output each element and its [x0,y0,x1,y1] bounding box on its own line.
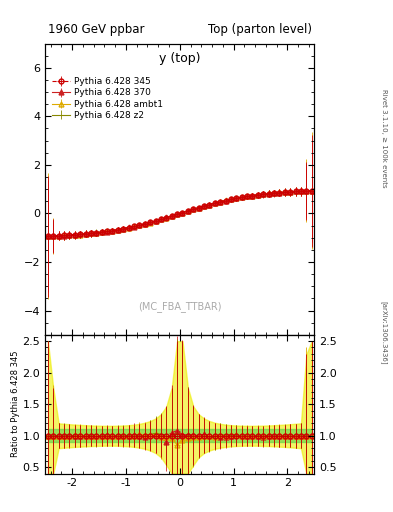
Text: y (top): y (top) [159,52,200,65]
Text: [arXiv:1306.3436]: [arXiv:1306.3436] [380,301,387,365]
Text: Top (parton level): Top (parton level) [208,23,312,36]
Legend: Pythia 6.428 345, Pythia 6.428 370, Pythia 6.428 ambt1, Pythia 6.428 z2: Pythia 6.428 345, Pythia 6.428 370, Pyth… [52,77,163,120]
Text: 1960 GeV ppbar: 1960 GeV ppbar [48,23,144,36]
Y-axis label: Ratio to Pythia 6.428 345: Ratio to Pythia 6.428 345 [11,351,20,458]
Text: Rivet 3.1.10, ≥ 100k events: Rivet 3.1.10, ≥ 100k events [381,89,387,187]
Text: (MC_FBA_TTBAR): (MC_FBA_TTBAR) [138,301,222,312]
